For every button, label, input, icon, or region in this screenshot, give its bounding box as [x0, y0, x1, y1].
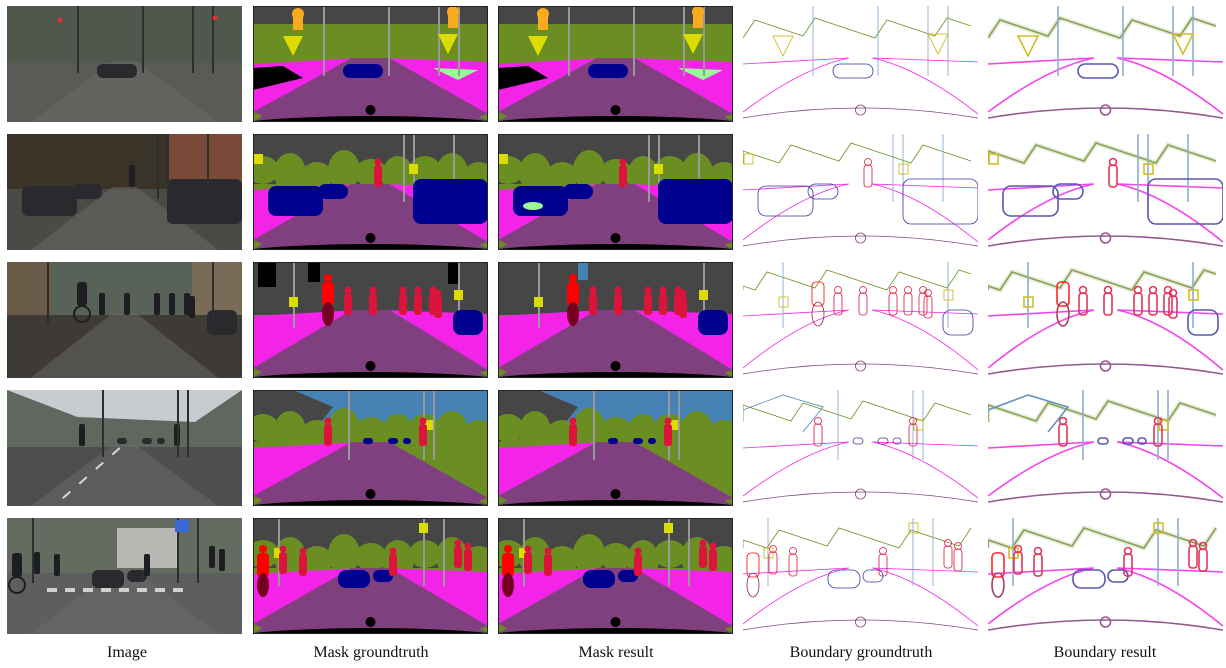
mask-result-row-1-graphic [498, 6, 733, 122]
boundary-groundtruth-row-4 [743, 390, 978, 506]
col-label-image: Image [107, 644, 147, 661]
boundary-result-row-4-graphic [988, 390, 1223, 506]
photo-row-2 [7, 134, 242, 250]
mask-groundtruth-row-3 [253, 262, 488, 378]
photo-row-5 [7, 518, 242, 634]
boundary-result-row-1-graphic [988, 6, 1223, 122]
col-label-mask-result: Mask result [578, 644, 654, 661]
mask-result-row-5 [498, 518, 733, 634]
boundary-groundtruth-row-5-graphic [743, 518, 978, 634]
mask-groundtruth-row-5-graphic [253, 518, 488, 634]
mask-result-row-3-graphic [498, 262, 733, 378]
boundary-result-row-4 [988, 390, 1223, 506]
boundary-result-row-3-graphic [988, 262, 1223, 378]
col-label-boundary-groundtruth: Boundary groundtruth [789, 644, 933, 661]
boundary-groundtruth-row-2-graphic [743, 134, 978, 250]
boundary-result-row-5-graphic [988, 518, 1223, 634]
mask-result-row-2 [498, 134, 733, 250]
mask-groundtruth-row-1 [253, 6, 488, 122]
boundary-result-row-1 [988, 6, 1223, 122]
mask-groundtruth-row-2 [253, 134, 488, 250]
photo-row-4 [7, 390, 242, 506]
mask-result-row-5-graphic [498, 518, 733, 634]
boundary-result-row-5 [988, 518, 1223, 634]
photo-row-3 [7, 262, 242, 378]
mask-groundtruth-row-1-graphic [253, 6, 488, 122]
boundary-groundtruth-row-3-graphic [743, 262, 978, 378]
mask-groundtruth-row-3-graphic [253, 262, 488, 378]
boundary-result-row-3 [988, 262, 1223, 378]
boundary-groundtruth-row-4-graphic [743, 390, 978, 506]
photo-row-5-graphic [7, 518, 242, 634]
boundary-groundtruth-row-5 [743, 518, 978, 634]
photo-row-3-graphic [7, 262, 242, 378]
mask-result-row-2-graphic [498, 134, 733, 250]
boundary-result-row-2-graphic [988, 134, 1223, 250]
boundary-groundtruth-row-1 [743, 6, 978, 122]
mask-groundtruth-row-5 [253, 518, 488, 634]
photo-row-1 [7, 6, 242, 122]
photo-row-4-graphic [7, 390, 242, 506]
mask-result-row-1 [498, 6, 733, 122]
mask-result-row-3 [498, 262, 733, 378]
photo-row-2-graphic [7, 134, 242, 250]
boundary-groundtruth-row-2 [743, 134, 978, 250]
mask-result-row-4-graphic [498, 390, 733, 506]
col-label-boundary-result: Boundary result [1053, 644, 1157, 661]
col-label-mask-groundtruth: Mask groundtruth [313, 644, 429, 661]
boundary-result-row-2 [988, 134, 1223, 250]
mask-groundtruth-row-4-graphic [253, 390, 488, 506]
mask-result-row-4 [498, 390, 733, 506]
mask-groundtruth-row-2-graphic [253, 134, 488, 250]
boundary-groundtruth-row-3 [743, 262, 978, 378]
mask-groundtruth-row-4 [253, 390, 488, 506]
boundary-groundtruth-row-1-graphic [743, 6, 978, 122]
photo-row-1-graphic [7, 6, 242, 122]
